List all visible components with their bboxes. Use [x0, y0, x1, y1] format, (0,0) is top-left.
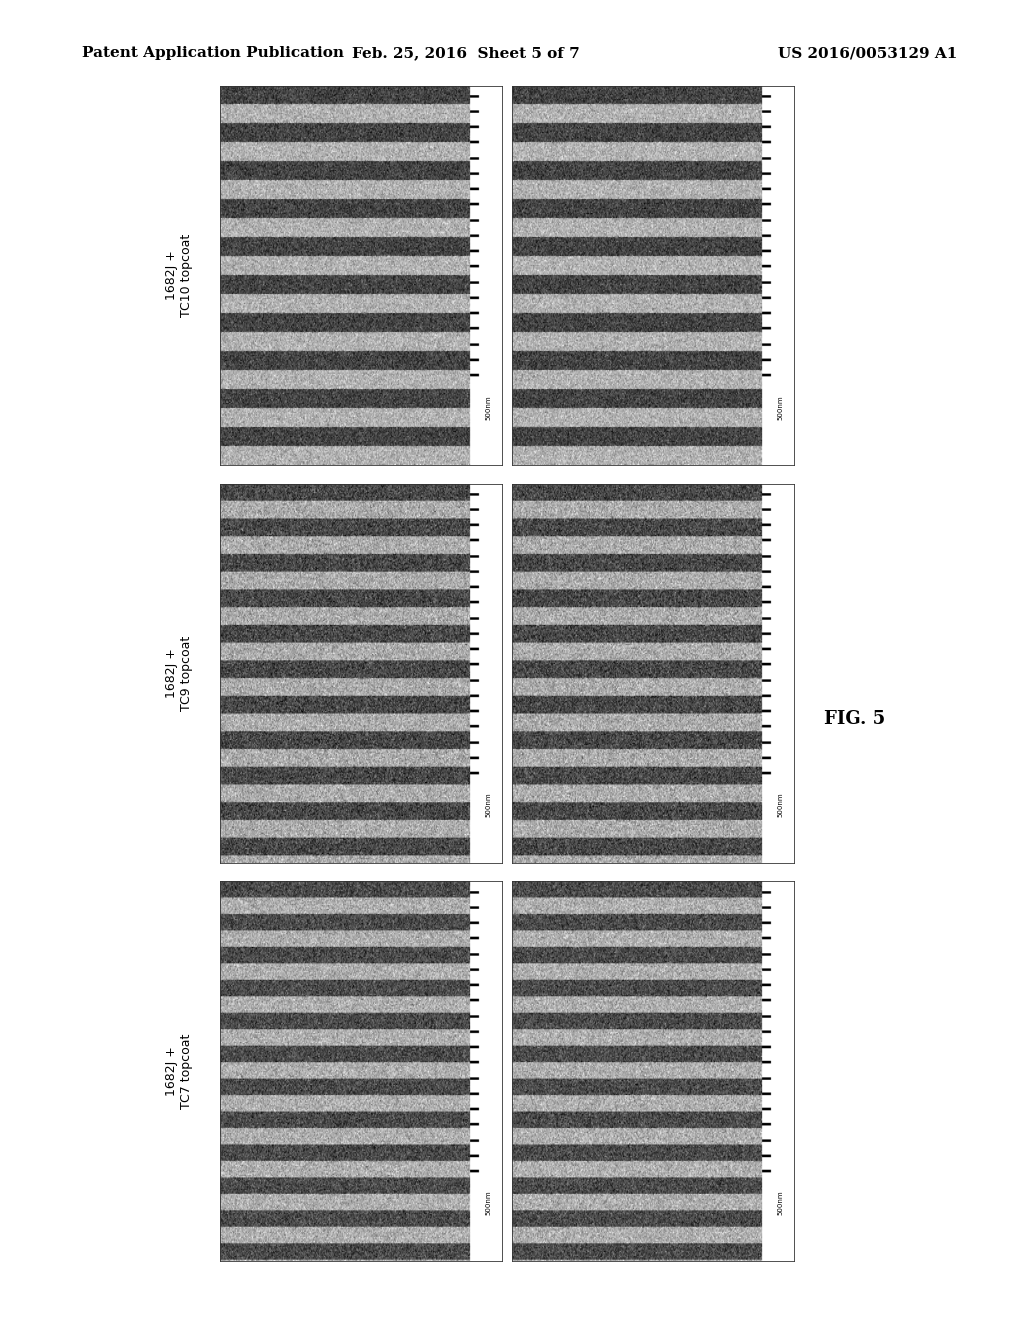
- Text: Feb. 25, 2016  Sheet 5 of 7: Feb. 25, 2016 Sheet 5 of 7: [352, 46, 580, 61]
- Text: 500nm: 500nm: [777, 395, 783, 420]
- Text: 500nm: 500nm: [485, 793, 492, 817]
- Text: Patent Application Publication: Patent Application Publication: [82, 46, 344, 61]
- Text: 500nm: 500nm: [485, 1191, 492, 1216]
- Text: 500nm: 500nm: [777, 793, 783, 817]
- Text: 1682J +
TC10 topcoat: 1682J + TC10 topcoat: [165, 234, 194, 317]
- Text: 1682J +
TC7 topcoat: 1682J + TC7 topcoat: [165, 1034, 194, 1109]
- Text: FIG. 5: FIG. 5: [824, 710, 886, 729]
- Text: US 2016/0053129 A1: US 2016/0053129 A1: [778, 46, 957, 61]
- Text: 500nm: 500nm: [777, 1191, 783, 1216]
- Text: 500nm: 500nm: [485, 395, 492, 420]
- Text: 1682J +
TC9 topcoat: 1682J + TC9 topcoat: [165, 635, 194, 711]
